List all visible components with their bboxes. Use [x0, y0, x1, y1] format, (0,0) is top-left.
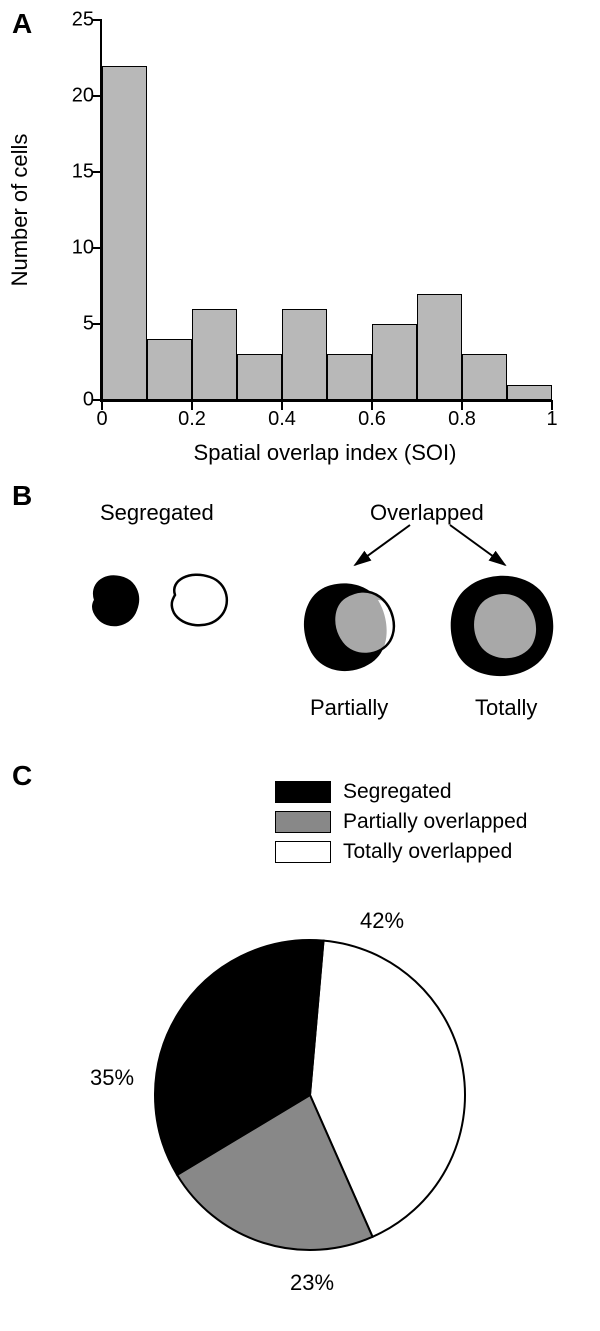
panel-b: B Segregated Overlapped	[0, 480, 600, 760]
figure: A Number of cells Spatial overlap index …	[0, 0, 600, 1320]
legend-text: Totally overlapped	[343, 840, 512, 864]
panel-c-label: C	[12, 760, 32, 792]
pie-label-23: 23%	[290, 1270, 334, 1296]
y-axis-label: Number of cells	[7, 134, 33, 287]
histogram-bar	[282, 309, 327, 400]
pie-label-42: 42%	[360, 908, 404, 934]
histogram-bar	[237, 354, 282, 400]
legend-row: Totally overlapped	[275, 840, 527, 864]
x-tick-label: 0.4	[268, 408, 296, 431]
legend-row: Partially overlapped	[275, 810, 527, 834]
panel-a-label: A	[12, 8, 32, 40]
histogram-bar	[417, 294, 462, 400]
x-tick-label: 0	[96, 408, 107, 431]
y-tick-label: 15	[72, 161, 94, 184]
x-tick-label: 0.2	[178, 408, 206, 431]
legend-text: Segregated	[343, 780, 452, 804]
histogram-chart: 051015202500.20.40.60.81	[100, 20, 550, 400]
histogram-bar	[327, 354, 372, 400]
y-tick-label: 25	[72, 9, 94, 32]
panel-c: C Segregated Partially overlapped Totall…	[0, 760, 600, 1320]
panel-b-label: B	[12, 480, 32, 512]
histogram-bar	[462, 354, 507, 400]
plot-area: 051015202500.20.40.60.81	[100, 20, 552, 402]
x-tick-label: 1	[546, 408, 557, 431]
legend-row: Segregated	[275, 780, 527, 804]
legend-swatch	[275, 811, 331, 833]
y-tick-label: 20	[72, 85, 94, 108]
histogram-bar	[102, 66, 147, 400]
totally-label: Totally	[475, 695, 537, 721]
histogram-bar	[507, 385, 552, 400]
legend-swatch	[275, 781, 331, 803]
segregated-diagram	[70, 555, 270, 675]
histogram-bar	[372, 324, 417, 400]
legend-text: Partially overlapped	[343, 810, 527, 834]
panel-a: A Number of cells Spatial overlap index …	[0, 0, 600, 480]
partially-overlapped-diagram	[290, 565, 420, 695]
y-tick-label: 10	[72, 237, 94, 260]
partially-label: Partially	[310, 695, 388, 721]
pie-legend: Segregated Partially overlapped Totally …	[275, 780, 527, 870]
y-tick-label: 5	[83, 313, 94, 336]
legend-swatch	[275, 841, 331, 863]
x-tick-label: 0.8	[448, 408, 476, 431]
x-axis-label: Spatial overlap index (SOI)	[194, 440, 457, 466]
pie-label-35: 35%	[90, 1065, 134, 1091]
pie-chart	[150, 935, 470, 1255]
histogram-bar	[147, 339, 192, 400]
y-tick-label: 0	[83, 389, 94, 412]
histogram-bar	[192, 309, 237, 400]
x-tick-label: 0.6	[358, 408, 386, 431]
totally-overlapped-diagram	[440, 565, 570, 695]
segregated-label: Segregated	[100, 500, 214, 526]
